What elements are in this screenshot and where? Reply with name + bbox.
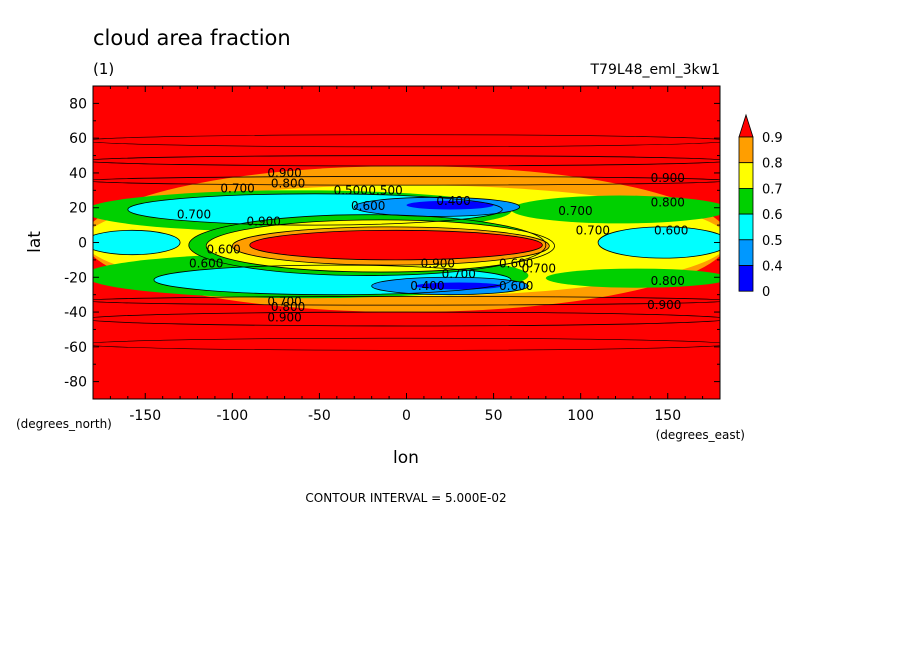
contour-line-south-36 [93,296,720,306]
contour-line-w-cyan [93,229,181,256]
contour-line-s-cyan [153,264,512,296]
contour-label-25: 0.800 [651,274,685,288]
colorbar-swatch-4 [738,213,754,241]
contour-label-11: 0.900 [421,256,455,270]
contour-label-19: 0.900 [267,310,301,324]
x-tick-label-6: 150 [654,408,681,424]
contour-label-13: 0.700 [522,262,556,276]
y-tick-label-3: 20 [69,201,87,217]
contour-label-16: 0.600 [499,279,533,293]
colorbar-swatch-6 [738,265,754,292]
contour-label-14: 0.700 [442,267,476,281]
contour-label-22: 0.600 [654,223,688,237]
y-axis-label: lat [25,231,45,253]
contour-lines [93,134,720,351]
contour-label-9: 0.600 [206,242,240,256]
contour-fill-green-north-east [511,195,720,224]
contour-label-20: 0.700 [558,204,592,218]
y-tick-label-2: 40 [69,166,87,182]
contour-line-north-50 [93,155,720,167]
x-tick-label-1: -100 [216,408,248,424]
contour-label-15: 0.400 [410,279,444,293]
contour-label-17: 0.700 [267,295,301,309]
y-axis-units: (degrees_north) [16,417,112,431]
contour-field [93,86,720,399]
x-axis: -150 -100 -50 0 50 100 150 [109,86,704,424]
x-tick-label-5: 100 [567,408,594,424]
contour-line-e-cyan [597,226,720,259]
colorbar-label-0: 0.9 [762,131,783,146]
y-tick-label-5: -20 [64,270,87,286]
y-tick-label-7: -60 [64,340,87,356]
colorbar-label-6: 0 [762,285,770,300]
x-axis-units: (degrees_east) [656,428,745,442]
colorbar-label-1: 0.8 [762,157,783,172]
contour-label-0: 0.900 [267,166,301,180]
chart-subtitle: (1) [93,60,114,78]
y-tick-label-8: -80 [64,375,87,391]
contour-line-eq-mid [205,219,555,273]
colorbar-arrow [738,113,754,138]
contour-line-south-50 [93,311,720,327]
colorbar-swatch-5 [738,239,754,266]
contour-interval-note: CONTOUR INTERVAL = 5.000E-02 [305,491,506,505]
contour-label-5: 0.400 [436,194,470,208]
contour-fill-navy-south [415,282,503,290]
colorbar-swatch-1 [738,136,754,164]
x-axis-label: lon [393,448,419,468]
contour-fill-green-south-east [545,268,720,288]
contour-line-eq-inner [231,226,550,266]
contour-label-6: 0.600 [351,199,385,213]
contour-line-south-60 [93,337,720,351]
contour-label-1: 0.800 [271,176,305,190]
contour-label-12: 0.600 [499,256,533,270]
x-tick-label-2: -50 [308,408,331,424]
contour-line-north-60 [93,134,720,148]
contour-label-21: 0.700 [576,223,610,237]
colorbar-label-2: 0.7 [762,182,783,197]
contour-label-26: 0.900 [647,298,681,312]
dataset-name: T79L48_eml_3kw1 [590,62,721,78]
contour-line-north-38 [93,176,720,186]
contour-fill-red-equator [249,230,543,260]
contour-fill-cyan-east [598,226,720,259]
colorbar: 0.9 0.8 0.7 0.6 0.5 0.4 0 [738,113,783,300]
colorbar-swatch-3 [738,187,754,215]
x-tick-label-4: 50 [485,408,503,424]
contour-line-n-cyan [127,193,503,226]
chart-title: cloud area fraction [93,26,291,50]
contour-label-4: 0.500 [368,183,402,197]
colorbar-label-5: 0.4 [762,260,783,275]
contour-line-s-blue [371,276,529,296]
y-tick-label-1: 60 [69,131,87,147]
contour-label-3: 0.500 [334,183,368,197]
contour-line-n-blue [353,196,521,217]
contour-label-8: 0.900 [247,215,281,229]
colorbar-swatch-2 [738,162,754,189]
y-tick-label-4: 0 [78,236,87,252]
contour-label-23: 0.900 [651,171,685,185]
contour-label-24: 0.800 [651,196,685,210]
contour-label-10: 0.600 [189,256,223,270]
x-tick-label-3: 0 [402,408,411,424]
y-axis: 80 60 40 20 0 -20 -40 -60 -80 [64,85,720,400]
x-tick-label-0: -150 [129,408,161,424]
contour-fill-navy-north [406,200,494,210]
contour-line-eq-outer [188,214,547,276]
contour-label-18: 0.800 [271,300,305,314]
colorbar-label-4: 0.5 [762,234,783,249]
contour-line-eq-core [249,229,543,261]
y-tick-label-0: 80 [69,96,87,112]
contour-fill-cyan-west [93,230,181,255]
colorbar-label-3: 0.6 [762,208,783,223]
contour-label-7: 0.700 [177,208,211,222]
contour-label-2: 0.700 [220,182,254,196]
y-tick-label-6: -40 [64,305,87,321]
